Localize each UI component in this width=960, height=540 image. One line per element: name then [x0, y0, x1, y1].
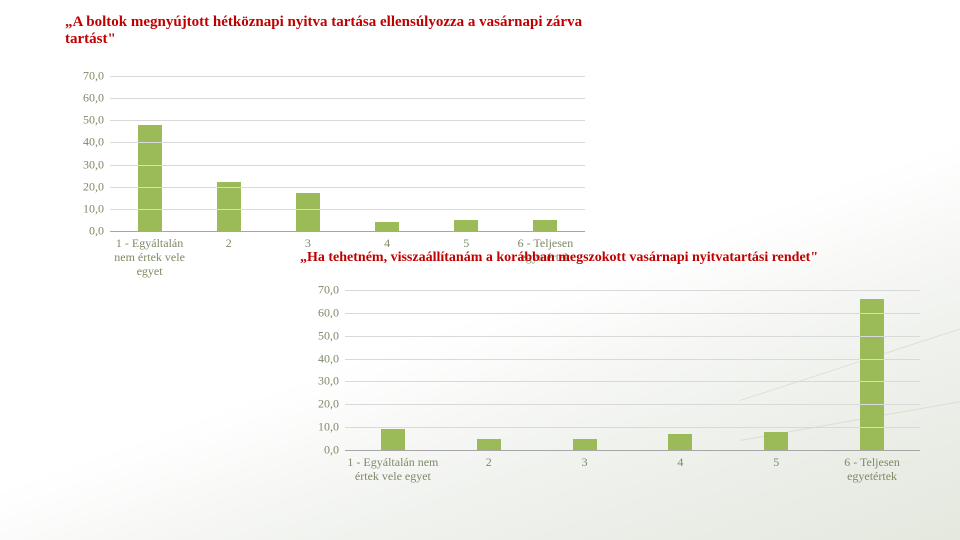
y-tick-label: 20,0 — [300, 397, 339, 412]
bar-slot: 1 - Egyáltalán nem értek vele egyet — [110, 76, 189, 231]
x-tick-label: 6 - Teljesen egyetértek — [819, 456, 924, 484]
bar — [573, 439, 597, 450]
y-tick-label: 40,0 — [300, 351, 339, 366]
chart-2-title: „Ha tehetném, visszaállítanám a korábban… — [300, 250, 920, 266]
x-tick-label: 3 — [532, 456, 637, 470]
x-tick-label: 1 - Egyáltalán nem értek vele egyet — [106, 237, 193, 278]
bar-slot: 6 - Teljesen egyetértek — [824, 290, 920, 450]
y-tick-label: 0,0 — [65, 224, 104, 239]
gridline — [345, 450, 920, 451]
bar-slot: 6 - Teljesen egyetértek — [506, 76, 585, 231]
chart-2-plot: 1 - Egyáltalán nem értek vele egyet23456… — [345, 290, 920, 450]
chart-2: „Ha tehetném, visszaállítanám a korábban… — [300, 250, 920, 450]
y-tick-label: 20,0 — [65, 179, 104, 194]
y-tick-label: 50,0 — [300, 328, 339, 343]
bar — [381, 429, 405, 450]
bar — [138, 125, 162, 231]
chart-1-title: „A boltok megnyújtott hétköznapi nyitva … — [65, 14, 585, 48]
gridline — [110, 231, 585, 232]
gridline — [110, 165, 585, 166]
gridline — [110, 209, 585, 210]
bar — [454, 220, 478, 231]
bar — [375, 222, 399, 231]
bar — [764, 432, 788, 450]
y-tick-label: 30,0 — [300, 374, 339, 389]
x-tick-label: 1 - Egyáltalán nem értek vele egyet — [340, 456, 445, 484]
y-tick-label: 60,0 — [300, 305, 339, 320]
bar — [217, 182, 241, 231]
gridline — [345, 404, 920, 405]
y-tick-label: 60,0 — [65, 91, 104, 106]
gridline — [345, 359, 920, 360]
gridline — [110, 76, 585, 77]
chart-1-plot: 1 - Egyáltalán nem értek vele egyet23456… — [110, 76, 585, 231]
gridline — [345, 381, 920, 382]
bar-slot: 3 — [537, 290, 633, 450]
y-tick-label: 40,0 — [65, 135, 104, 150]
y-tick-label: 30,0 — [65, 157, 104, 172]
chart-1-bars: 1 - Egyáltalán nem értek vele egyet23456… — [110, 76, 585, 231]
y-tick-label: 10,0 — [65, 201, 104, 216]
chart-1: „A boltok megnyújtott hétköznapi nyitva … — [65, 14, 585, 231]
bar-slot: 3 — [268, 76, 347, 231]
x-tick-label: 2 — [185, 237, 272, 251]
x-tick-label: 4 — [628, 456, 733, 470]
y-tick-label: 50,0 — [65, 113, 104, 128]
bar — [477, 439, 501, 450]
gridline — [110, 187, 585, 188]
bar — [668, 434, 692, 450]
x-tick-label: 2 — [436, 456, 541, 470]
x-tick-label: 5 — [423, 237, 510, 251]
bar — [296, 193, 320, 231]
bar-slot: 4 — [632, 290, 728, 450]
bar-slot: 1 - Egyáltalán nem értek vele egyet — [345, 290, 441, 450]
bar-slot: 2 — [441, 290, 537, 450]
x-tick-label: 4 — [344, 237, 431, 251]
gridline — [345, 336, 920, 337]
x-tick-label: 5 — [724, 456, 829, 470]
gridline — [110, 120, 585, 121]
gridline — [345, 290, 920, 291]
y-tick-label: 0,0 — [300, 443, 339, 458]
gridline — [345, 313, 920, 314]
y-tick-label: 70,0 — [300, 283, 339, 298]
gridline — [345, 427, 920, 428]
gridline — [110, 142, 585, 143]
bar — [533, 220, 557, 231]
y-tick-label: 10,0 — [300, 420, 339, 435]
y-tick-label: 70,0 — [65, 69, 104, 84]
bar-slot: 5 — [728, 290, 824, 450]
bar-slot: 5 — [427, 76, 506, 231]
bar-slot: 2 — [189, 76, 268, 231]
bar-slot: 4 — [348, 76, 427, 231]
gridline — [110, 98, 585, 99]
x-tick-label: 3 — [264, 237, 351, 251]
chart-2-bars: 1 - Egyáltalán nem értek vele egyet23456… — [345, 290, 920, 450]
